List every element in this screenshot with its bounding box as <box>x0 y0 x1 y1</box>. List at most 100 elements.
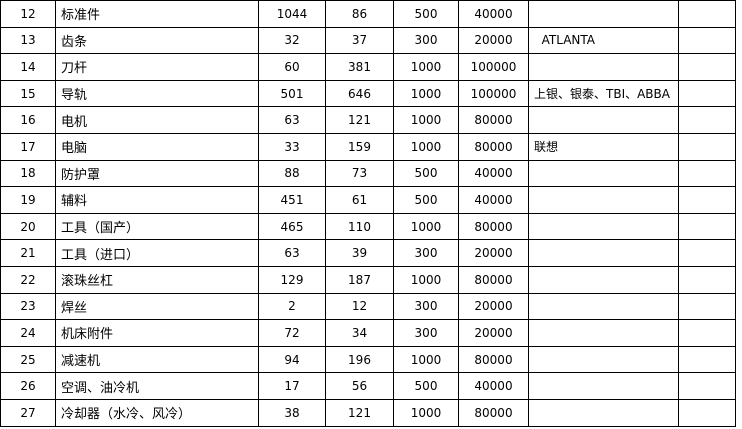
row-number: 22 <box>0 265 56 294</box>
table-row: 20 工具（国产） 465 110 1000 80000 <box>0 212 736 241</box>
brand-note: ATLANTA <box>528 26 679 55</box>
brand-note <box>528 0 679 28</box>
item-name: 机床附件 <box>55 319 259 347</box>
table-row: 14 刀杆 60 381 1000 100000 <box>0 53 736 81</box>
table-row: 21 工具（进口） 63 39 300 20000 <box>0 239 736 267</box>
value-a: 94 <box>258 345 326 374</box>
brand-note <box>528 159 679 188</box>
value-b: 39 <box>325 239 394 267</box>
value-b: 121 <box>325 398 394 427</box>
value-c: 500 <box>393 372 459 400</box>
brand-note <box>528 319 679 347</box>
value-d: 80000 <box>458 212 529 241</box>
item-name: 工具（进口） <box>55 239 259 267</box>
value-c: 1000 <box>393 79 459 108</box>
table-row: 25 减速机 94 196 1000 80000 <box>0 345 736 374</box>
brand-note <box>528 398 679 427</box>
item-name: 滚珠丝杠 <box>55 265 259 294</box>
value-c: 1000 <box>393 53 459 81</box>
value-c: 1000 <box>393 265 459 294</box>
extra-cell <box>678 186 736 214</box>
value-d: 40000 <box>458 0 529 28</box>
value-a: 1044 <box>258 0 326 28</box>
brand-note: 联想 <box>528 132 679 161</box>
item-name: 齿条 <box>55 26 259 55</box>
table-row: 18 防护罩 88 73 500 40000 <box>0 159 736 188</box>
value-b: 34 <box>325 319 394 347</box>
brand-note <box>528 372 679 400</box>
value-c: 1000 <box>393 212 459 241</box>
extra-cell <box>678 79 736 108</box>
row-number: 17 <box>0 132 56 161</box>
brand-note: 上银、银泰、TBI、ABBA <box>528 79 679 108</box>
item-name: 标准件 <box>55 0 259 28</box>
extra-cell <box>678 0 736 28</box>
table-row: 17 电脑 33 159 1000 80000 联想 <box>0 132 736 161</box>
table-row: 23 焊丝 2 12 300 20000 <box>0 292 736 321</box>
brand-note <box>528 239 679 267</box>
item-name: 焊丝 <box>55 292 259 321</box>
value-c: 300 <box>393 319 459 347</box>
value-a: 465 <box>258 212 326 241</box>
table-row: 27 冷却器（水冷、风冷） 38 121 1000 80000 <box>0 398 736 427</box>
value-a: 17 <box>258 372 326 400</box>
value-c: 1000 <box>393 345 459 374</box>
value-d: 80000 <box>458 265 529 294</box>
value-a: 33 <box>258 132 326 161</box>
extra-cell <box>678 345 736 374</box>
row-number: 14 <box>0 53 56 81</box>
value-c: 1000 <box>393 106 459 134</box>
item-name: 刀杆 <box>55 53 259 81</box>
value-d: 100000 <box>458 53 529 81</box>
value-d: 20000 <box>458 26 529 55</box>
item-name: 工具（国产） <box>55 212 259 241</box>
row-number: 16 <box>0 106 56 134</box>
value-c: 300 <box>393 26 459 55</box>
value-c: 1000 <box>393 398 459 427</box>
value-b: 73 <box>325 159 394 188</box>
item-name: 冷却器（水冷、风冷） <box>55 398 259 427</box>
value-a: 72 <box>258 319 326 347</box>
brand-note <box>528 186 679 214</box>
brand-note <box>528 345 679 374</box>
value-a: 63 <box>258 239 326 267</box>
value-b: 56 <box>325 372 394 400</box>
value-c: 500 <box>393 0 459 28</box>
value-d: 100000 <box>458 79 529 108</box>
value-d: 40000 <box>458 186 529 214</box>
table-row: 26 空调、油冷机 17 56 500 40000 <box>0 372 736 400</box>
extra-cell <box>678 159 736 188</box>
extra-cell <box>678 265 736 294</box>
value-b: 12 <box>325 292 394 321</box>
value-c: 300 <box>393 239 459 267</box>
extra-cell <box>678 239 736 267</box>
value-b: 646 <box>325 79 394 108</box>
value-a: 32 <box>258 26 326 55</box>
table-row: 19 辅料 451 61 500 40000 <box>0 186 736 214</box>
extra-cell <box>678 132 736 161</box>
value-b: 86 <box>325 0 394 28</box>
table-row: 22 滚珠丝杠 129 187 1000 80000 <box>0 265 736 294</box>
row-number: 24 <box>0 319 56 347</box>
value-d: 20000 <box>458 319 529 347</box>
extra-cell <box>678 26 736 55</box>
value-c: 300 <box>393 292 459 321</box>
extra-cell <box>678 53 736 81</box>
brand-note <box>528 292 679 321</box>
value-a: 501 <box>258 79 326 108</box>
row-number: 25 <box>0 345 56 374</box>
item-name: 辅料 <box>55 186 259 214</box>
value-c: 500 <box>393 159 459 188</box>
item-name: 导轨 <box>55 79 259 108</box>
value-a: 451 <box>258 186 326 214</box>
value-b: 187 <box>325 265 394 294</box>
value-b: 121 <box>325 106 394 134</box>
row-number: 15 <box>0 79 56 108</box>
value-b: 37 <box>325 26 394 55</box>
value-b: 61 <box>325 186 394 214</box>
value-d: 80000 <box>458 106 529 134</box>
value-d: 40000 <box>458 372 529 400</box>
value-d: 80000 <box>458 345 529 374</box>
row-number: 21 <box>0 239 56 267</box>
